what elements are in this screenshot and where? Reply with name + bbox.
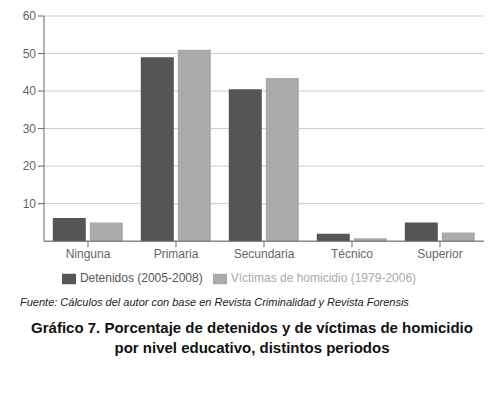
svg-text:60: 60 <box>23 9 37 23</box>
svg-text:Secundaria: Secundaria <box>234 247 295 261</box>
svg-text:40: 40 <box>23 84 37 98</box>
html-text:Fuente: Cálculos del autor con: Fuente: Cálculos del autor con base en R… <box>20 296 409 308</box>
html-text:Víctimas de homicidio (1979-20: Víctimas de homicidio (1979-2006) <box>230 271 417 286</box>
svg-text:10: 10 <box>23 197 37 211</box>
svg-text:Ninguna: Ninguna <box>66 247 111 261</box>
html-text:Detenidos (2005-2008): Detenidos (2005-2008) <box>79 271 203 286</box>
html-text:Gráfico 7. Porcentaje de deten: Gráfico 7. Porcentaje de detenidos y de … <box>31 319 473 356</box>
svg-text:Superior: Superior <box>417 247 462 261</box>
svg-text:20: 20 <box>23 159 37 173</box>
svg-text:Primaria: Primaria <box>154 247 199 261</box>
svg-text:Técnico: Técnico <box>331 247 373 261</box>
svg-text:50: 50 <box>23 47 37 61</box>
svg-text:30: 30 <box>23 122 37 136</box>
